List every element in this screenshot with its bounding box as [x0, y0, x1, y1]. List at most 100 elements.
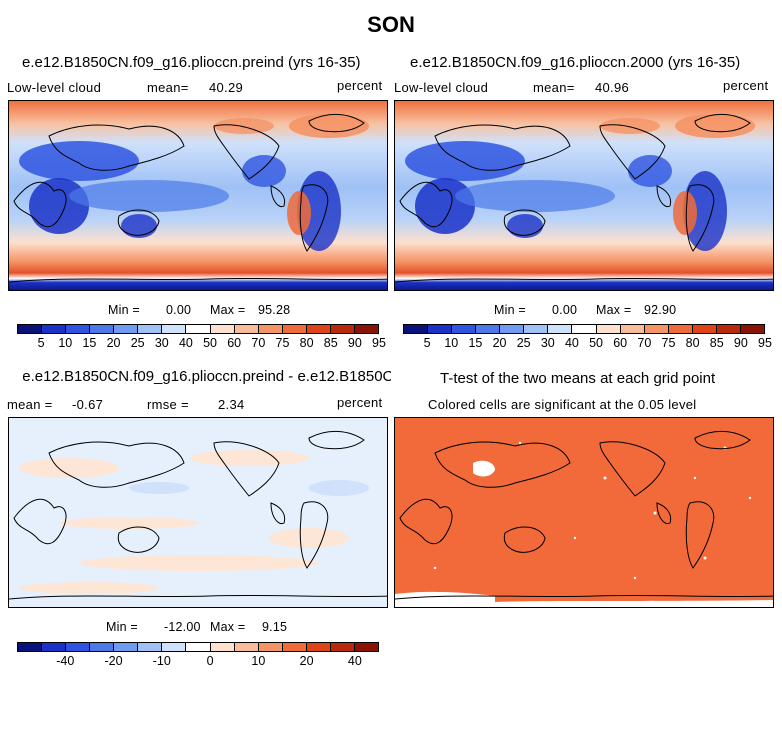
colorbar-swatch — [234, 643, 259, 651]
colorbar-tick-label: 30 — [540, 336, 555, 350]
colorbar-swatch — [306, 325, 331, 333]
colorbar-tick-label: 50 — [203, 336, 218, 350]
colorbar-tick-label: 40 — [347, 654, 362, 668]
panel1-min-label: Min = — [108, 303, 140, 317]
panel4-map — [394, 417, 774, 608]
panel2-min-label: Min = — [494, 303, 526, 317]
colorbar-tick-label: 5 — [423, 336, 431, 350]
colorbar-swatch — [258, 325, 283, 333]
panel2-mean-value: 40.96 — [595, 80, 630, 95]
colorbar-swatch — [330, 643, 355, 651]
panel2-units: percent — [723, 78, 769, 93]
colorbar-swatch — [66, 325, 91, 333]
panel1-min-value: 0.00 — [166, 303, 192, 317]
colorbar-swatch — [114, 643, 139, 651]
colorbar-tick-label: -40 — [56, 654, 75, 668]
colorbar-tick-label: 25 — [130, 336, 145, 350]
colorbar-tick-label: 50 — [589, 336, 604, 350]
colorbar-swatch — [258, 643, 283, 651]
colorbar-swatch — [428, 325, 453, 333]
colorbar-swatch — [476, 325, 501, 333]
colorbar-tick-label: 60 — [227, 336, 242, 350]
colorbar-tick-label: 70 — [637, 336, 652, 350]
colorbar-swatch — [452, 325, 477, 333]
colorbar-swatch — [404, 325, 429, 333]
figure-title: SON — [367, 12, 415, 37]
panel1-max-value: 95.28 — [258, 303, 291, 317]
colorbar-tick-label: 85 — [709, 336, 724, 350]
panel1-mean-label: mean= — [147, 80, 189, 95]
colorbar-tick-label: 75 — [661, 336, 676, 350]
colorbar-swatch — [90, 643, 115, 651]
panel2-colorbar — [403, 324, 765, 334]
colorbar-tick-label: 5 — [37, 336, 45, 350]
panel3-mean-value: -0.67 — [72, 397, 104, 412]
colorbar-swatch — [138, 643, 163, 651]
panel3-min-label: Min = — [106, 620, 138, 634]
panel1-units: percent — [337, 78, 383, 93]
colorbar-swatch — [330, 325, 355, 333]
colorbar-tick-label: 75 — [275, 336, 290, 350]
panel3-colorbar — [17, 642, 379, 652]
panel3-rmse-value: 2.34 — [218, 397, 245, 412]
colorbar-swatch — [354, 643, 378, 651]
colorbar-tick-label: 40 — [564, 336, 579, 350]
panel3-max-label: Max = — [210, 620, 246, 634]
panel2-max-label: Max = — [596, 303, 632, 317]
panel3-min-value: -12.00 — [164, 620, 201, 634]
colorbar-swatch — [90, 325, 115, 333]
colorbar-swatch — [210, 325, 235, 333]
colorbar-tick-label: 95 — [758, 336, 772, 350]
panel2-colorbar-ticks: 5 10 15 20 25 30 40 50 60 70 75 80 85 90 95 — [403, 336, 772, 352]
colorbar-swatch — [162, 643, 187, 651]
colorbar-tick-label: 20 — [106, 336, 121, 350]
colorbar-tick-label: 30 — [154, 336, 169, 350]
panel4-subtitle: Colored cells are significant at the 0.0… — [428, 397, 697, 412]
colorbar-tick-label: 90 — [347, 336, 362, 350]
panel1-title: e.e12.B1850CN.f09_g16.plioccn.preind (yr… — [22, 54, 361, 71]
panel3-rmse-label: rmse = — [147, 397, 189, 412]
colorbar-swatch — [306, 643, 331, 651]
colorbar-swatch — [42, 643, 67, 651]
colorbar-swatch — [186, 325, 211, 333]
colorbar-swatch — [18, 643, 43, 651]
colorbar-swatch — [282, 325, 307, 333]
colorbar-swatch — [18, 325, 43, 333]
colorbar-swatch — [524, 325, 549, 333]
panel3-colorbar-ticks: -40 -20 -10 0 10 20 40 — [17, 654, 379, 670]
colorbar-tick-label: 85 — [323, 336, 338, 350]
colorbar-tick-label: 70 — [251, 336, 266, 350]
colorbar-tick-label: 10 — [58, 336, 73, 350]
panel2-max-value: 92.90 — [644, 303, 677, 317]
panel2-map — [394, 100, 774, 291]
colorbar-tick-label: -10 — [152, 654, 171, 668]
colorbar-swatch — [282, 643, 307, 651]
panel4-title: T-test of the two means at each grid poi… — [440, 370, 716, 387]
colorbar-swatch — [716, 325, 741, 333]
colorbar-swatch — [42, 325, 67, 333]
colorbar-swatch — [354, 325, 378, 333]
colorbar-swatch — [500, 325, 525, 333]
colorbar-tick-label: 15 — [468, 336, 483, 350]
panel3-max-value: 9.15 — [262, 620, 288, 634]
colorbar-tick-label: 20 — [299, 654, 314, 668]
colorbar-swatch — [548, 325, 573, 333]
colorbar-tick-label: 80 — [299, 336, 314, 350]
colorbar-swatch — [210, 643, 235, 651]
colorbar-tick-label: 90 — [733, 336, 748, 350]
panel2-min-value: 0.00 — [552, 303, 578, 317]
colorbar-tick-label: 10 — [251, 654, 266, 668]
panel3-title: e.e12.B1850CN.f09_g16.plioccn.preind - e… — [22, 368, 391, 385]
panel3-mean-label: mean = — [7, 397, 53, 412]
colorbar-swatch — [740, 325, 764, 333]
colorbar-tick-label: 60 — [613, 336, 628, 350]
colorbar-swatch — [162, 325, 187, 333]
colorbar-swatch — [66, 643, 91, 651]
colorbar-tick-label: 95 — [372, 336, 386, 350]
panel3-title-clip: e.e12.B1850CN.f09_g16.plioccn.preind - e… — [0, 368, 391, 388]
colorbar-swatch — [692, 325, 717, 333]
panel1-map — [8, 100, 388, 291]
colorbar-swatch — [596, 325, 621, 333]
panel1-colorbar — [17, 324, 379, 334]
panel3-units: percent — [337, 395, 383, 410]
